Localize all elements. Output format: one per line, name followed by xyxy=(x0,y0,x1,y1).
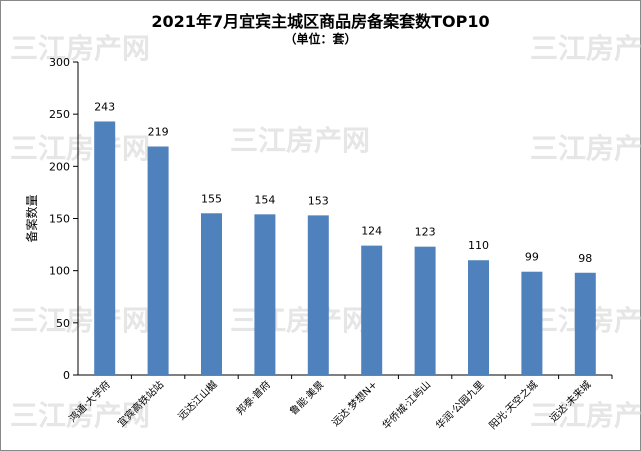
y-tick-label: 250 xyxy=(49,108,70,121)
chart-bars xyxy=(94,121,596,375)
bar xyxy=(361,245,383,375)
watermark-layer: 三江房产网三江房产网三江房产网三江房产网三江房产网三江房产网三江房产网三江房产网… xyxy=(10,32,641,432)
watermark-text: 三江房产网 xyxy=(230,304,370,337)
bar xyxy=(521,271,543,375)
watermark-text: 三江房产网 xyxy=(530,399,641,432)
bar-value-label: 123 xyxy=(415,226,436,239)
y-tick-label: 200 xyxy=(49,160,70,173)
bar-value-label: 155 xyxy=(201,192,222,205)
bar xyxy=(201,213,222,375)
bar xyxy=(254,214,276,375)
y-tick-label: 300 xyxy=(49,56,70,69)
y-tick-label: 100 xyxy=(49,265,70,278)
watermark-text: 三江房产网 xyxy=(10,399,150,432)
watermark-text: 三江房产网 xyxy=(10,132,150,165)
bar xyxy=(468,260,489,375)
bar-value-label: 124 xyxy=(361,225,382,238)
category-label: 华润·公园九里 xyxy=(433,378,487,432)
y-tick-label: 150 xyxy=(49,213,70,226)
y-tick-label: 0 xyxy=(63,369,70,382)
category-label: 鲁能·美景 xyxy=(287,378,327,418)
watermark-text: 三江房产网 xyxy=(530,32,641,65)
bar-value-label: 154 xyxy=(254,193,275,206)
chart-title: 2021年7月宜宾主城区商品房备案套数TOP10 xyxy=(151,12,490,31)
bar xyxy=(94,121,116,375)
bar xyxy=(147,146,169,375)
bar xyxy=(307,215,329,375)
category-label: 远达江山樾 xyxy=(175,378,220,423)
bar-value-label: 110 xyxy=(468,239,489,252)
watermark-text: 三江房产网 xyxy=(530,132,641,165)
bar xyxy=(414,246,436,375)
bar-value-label: 153 xyxy=(308,194,329,207)
bar-value-label: 99 xyxy=(525,251,539,264)
watermark-text: 三江房产网 xyxy=(10,32,150,65)
category-label: 邦泰·普府 xyxy=(233,378,273,418)
chart-axes: 0 50 100 150 200 250 300 备案数量 xyxy=(24,56,613,382)
bar xyxy=(574,272,596,375)
watermark-text: 三江房产网 xyxy=(10,304,150,337)
bar-value-label: 98 xyxy=(578,252,592,265)
watermark-text: 三江房产网 xyxy=(230,124,370,157)
bar-value-label: 219 xyxy=(148,126,169,139)
y-axis-title: 备案数量 xyxy=(24,194,39,242)
y-tick-label: 50 xyxy=(56,317,70,330)
category-label: 远达·梦想N+ xyxy=(329,378,380,429)
chart-subtitle: （单位：套） xyxy=(284,32,357,46)
bar-value-label: 243 xyxy=(94,100,115,113)
category-label: 华侨城·江屿山 xyxy=(379,378,433,432)
